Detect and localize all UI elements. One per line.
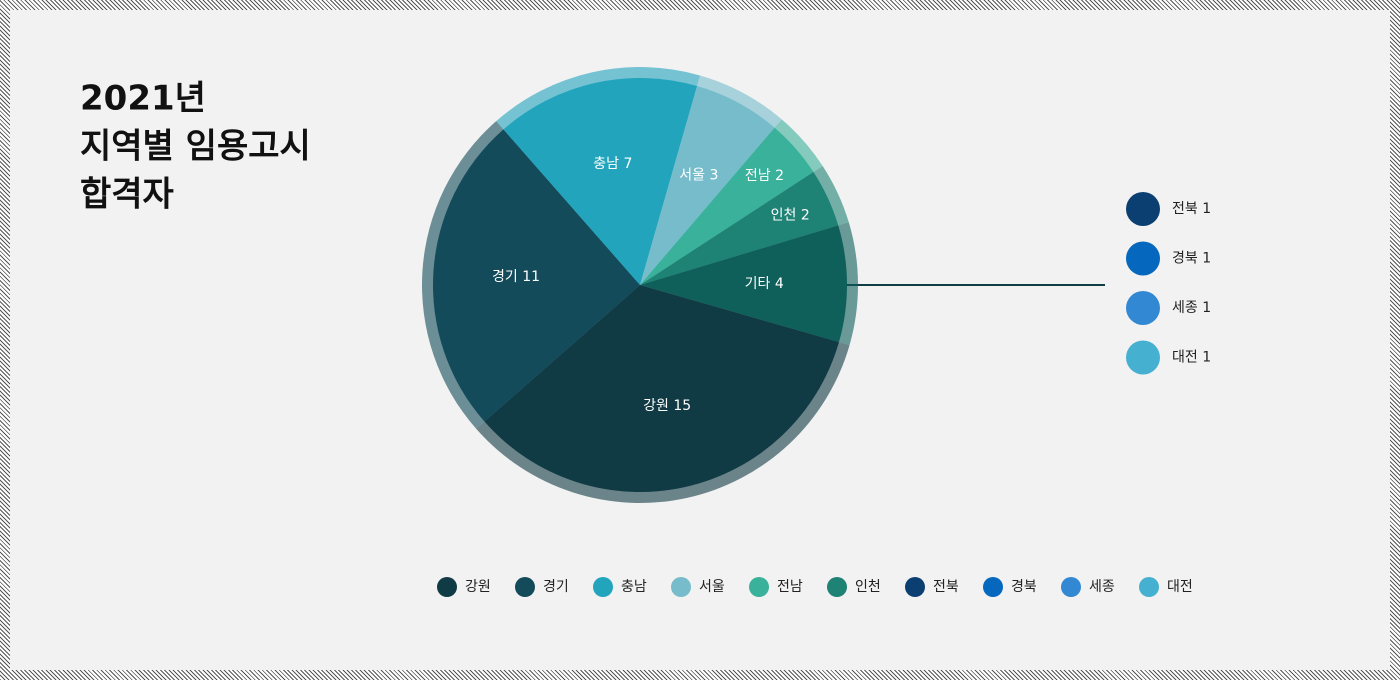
slice-label: 충남 7 — [593, 156, 632, 172]
label-name: 서울 — [679, 168, 705, 184]
slice — [503, 78, 698, 285]
label-value: 1 — [1202, 350, 1211, 366]
slice-label: 인천 2 — [771, 207, 810, 223]
legend-label: 경기 — [543, 579, 569, 595]
slice-label: 강원 15 — [643, 398, 691, 414]
label-value: 3 — [709, 168, 718, 184]
legend-label: 세종 — [1089, 579, 1115, 595]
label-name: 전북 — [1172, 201, 1198, 217]
legend-swatch — [515, 577, 535, 597]
label-name: 강원 — [643, 398, 669, 414]
slice-label: 전남 2 — [745, 168, 784, 184]
label-name: 경북 — [1172, 251, 1198, 267]
slice — [433, 129, 640, 422]
legend-swatch — [749, 577, 769, 597]
legend-label: 강원 — [465, 579, 491, 595]
legend-label: 전남 — [777, 579, 803, 595]
slice — [640, 171, 839, 285]
label-name: 충남 — [593, 156, 619, 172]
legend-swatch — [1061, 577, 1081, 597]
legend-swatch — [671, 577, 691, 597]
legend-label: 전북 — [933, 579, 959, 595]
legend-swatch — [983, 577, 1003, 597]
legend-swatch — [593, 577, 613, 597]
legend-label: 경북 — [1011, 579, 1037, 595]
legend-swatch — [827, 577, 847, 597]
label-value: 1 — [1202, 251, 1211, 267]
label-value: 7 — [623, 156, 632, 172]
legend-swatch — [905, 577, 925, 597]
legend-label: 서울 — [699, 579, 725, 595]
slice — [640, 225, 847, 343]
slice-label: 전북 1 — [1172, 201, 1211, 217]
label-name: 대전 — [1172, 350, 1198, 366]
label-name: 세종 — [1172, 300, 1198, 316]
chart-title: 지역별 임용고시 — [80, 127, 311, 167]
label-name: 전남 — [745, 168, 771, 184]
label-value: 2 — [801, 207, 810, 223]
slice-label: 경기 11 — [492, 269, 540, 285]
slice-label: 기타 4 — [745, 276, 784, 292]
legend-label: 인천 — [855, 579, 881, 595]
chart-title: 합격자 — [80, 175, 174, 215]
slice — [640, 127, 814, 285]
label-value: 15 — [673, 398, 691, 414]
legend-label: 대전 — [1167, 579, 1193, 595]
label-value: 1 — [1202, 300, 1211, 316]
label-value: 11 — [522, 269, 540, 285]
slice-label: 서울 3 — [679, 168, 718, 184]
legend-swatch — [1139, 577, 1159, 597]
breakdown-dot — [1126, 340, 1160, 375]
label-name: 인천 — [771, 207, 797, 223]
breakdown-dot — [1126, 291, 1160, 325]
label-name: 기타 — [745, 276, 771, 292]
slice — [640, 86, 775, 285]
label-name: 경기 — [492, 269, 518, 285]
slice-label: 대전 1 — [1172, 350, 1211, 366]
chart-title: 2021년 — [80, 79, 206, 119]
label-value: 4 — [775, 276, 784, 292]
slice-label: 경북 1 — [1172, 251, 1211, 267]
slice — [484, 285, 839, 492]
label-value: 1 — [1202, 201, 1211, 217]
slice-label: 세종 1 — [1172, 300, 1211, 316]
breakdown-dot — [1126, 192, 1160, 226]
legend-swatch — [437, 577, 457, 597]
legend-label: 충남 — [621, 579, 647, 595]
breakdown-dot — [1126, 241, 1160, 276]
label-value: 2 — [775, 168, 784, 184]
